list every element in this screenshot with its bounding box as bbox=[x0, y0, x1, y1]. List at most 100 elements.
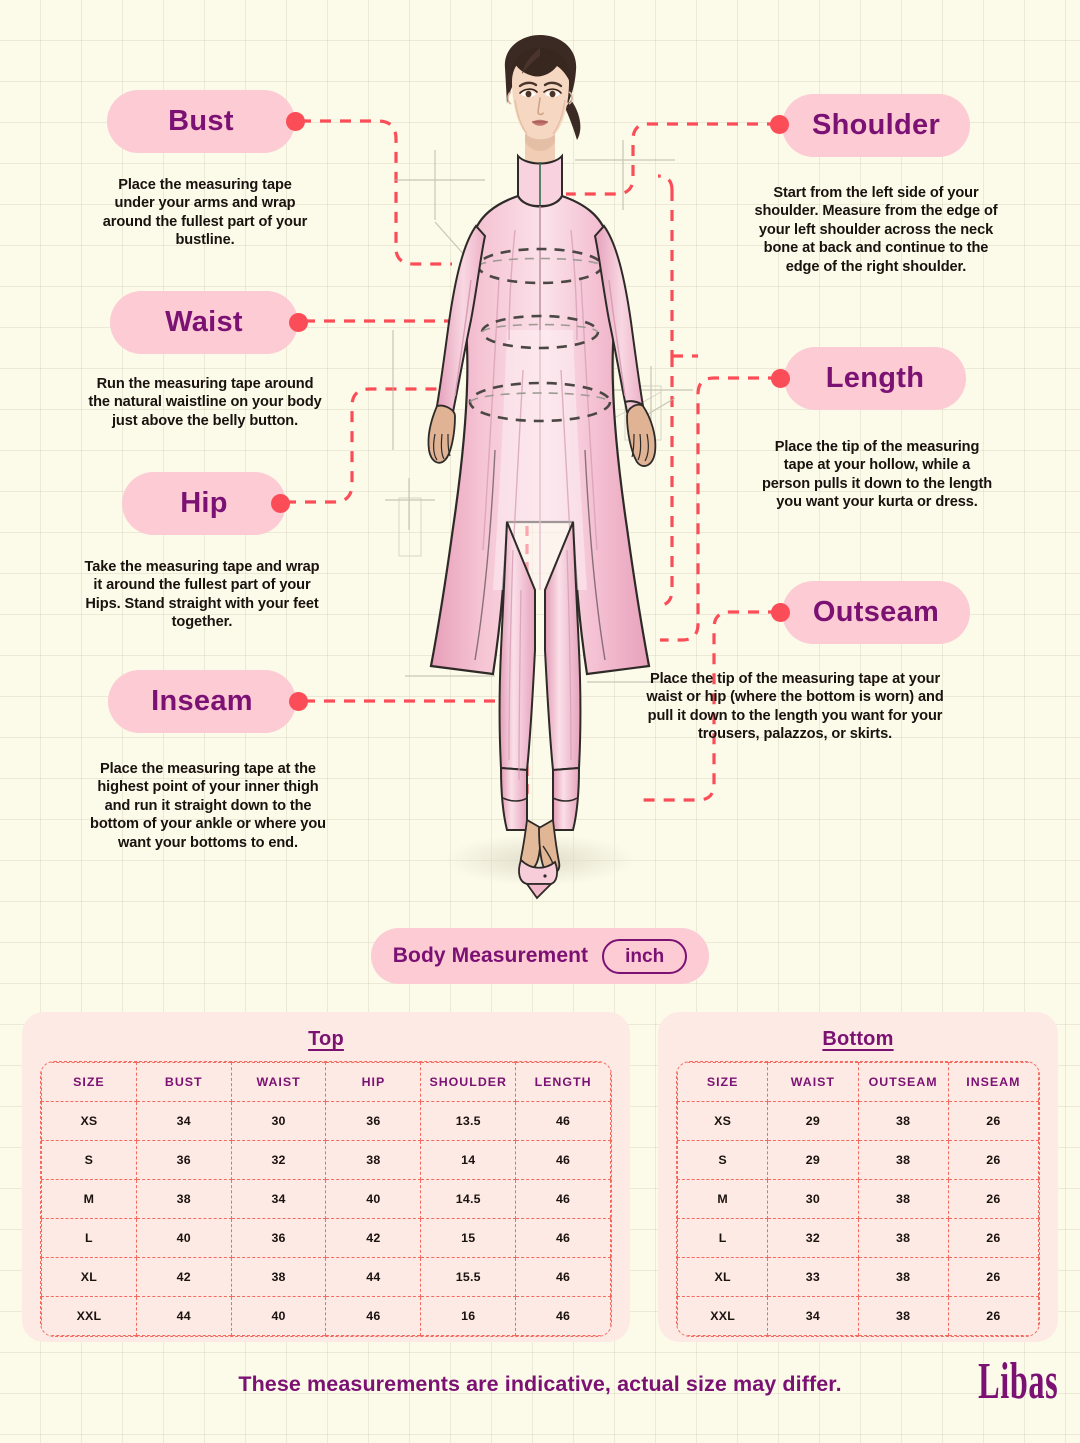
top-table-cell: 36 bbox=[135, 1140, 232, 1180]
top-table-cell: L bbox=[41, 1218, 137, 1258]
bottom-table-cell: L bbox=[677, 1218, 769, 1258]
bottom-table-cell: 26 bbox=[947, 1296, 1039, 1336]
top-table-cell: 40 bbox=[230, 1296, 327, 1336]
top-table-row: XL 42 38 44 15.5 46 bbox=[41, 1257, 611, 1297]
top-table-cell: 46 bbox=[515, 1257, 611, 1297]
top-table-cell: XL bbox=[41, 1257, 137, 1297]
top-table-cell: 15 bbox=[420, 1218, 517, 1258]
top-table-cell: 14.5 bbox=[420, 1179, 517, 1219]
bottom-table-cell: 29 bbox=[767, 1101, 859, 1141]
bottom-table-cell: 26 bbox=[947, 1218, 1039, 1258]
body-measurement-label: Body Measurement bbox=[392, 944, 589, 967]
top-table-row: S 36 32 38 14 46 bbox=[41, 1140, 611, 1180]
table-frame-bottom: SIZE WAIST OUTSEAM INSEAM XS 29 38 26 S 29 38 26 M 3… bbox=[676, 1061, 1040, 1337]
pill-inseam-label: Inseam bbox=[151, 685, 253, 717]
bottom-table-cell: 38 bbox=[857, 1296, 949, 1336]
top-table-cell: 38 bbox=[135, 1179, 232, 1219]
top-table-cell: 13.5 bbox=[420, 1101, 517, 1141]
bottom-table-cell: XXL bbox=[677, 1296, 769, 1336]
top-table-row: XS 34 30 36 13.5 46 bbox=[41, 1101, 611, 1141]
pill-inseam[interactable]: Inseam bbox=[108, 670, 296, 733]
dot-outseam bbox=[771, 603, 790, 622]
pill-length-label: Length bbox=[825, 362, 925, 394]
top-table-cell: 44 bbox=[325, 1257, 422, 1297]
body-measurement-bar: Body Measurement inch bbox=[371, 928, 709, 984]
bottom-table-cell: 26 bbox=[947, 1140, 1039, 1180]
dot-shoulder bbox=[770, 115, 789, 134]
bottom-table-cell: 32 bbox=[767, 1218, 859, 1258]
caption-outseam: Place the tip of the measuring tape at y… bbox=[646, 671, 944, 743]
table-header-row: SIZE WAIST OUTSEAM INSEAM bbox=[677, 1062, 1039, 1102]
top-table-cell: 38 bbox=[325, 1140, 422, 1180]
caption-bust: Place the measuring tape under your arms… bbox=[102, 177, 308, 249]
pill-bust[interactable]: Bust bbox=[107, 90, 295, 153]
top-table-cell: 36 bbox=[230, 1218, 327, 1258]
table-title-top: Top bbox=[308, 1028, 344, 1050]
top-table-cell: 46 bbox=[515, 1218, 611, 1258]
bottom-table-col-inseam: INSEAM bbox=[947, 1062, 1039, 1102]
top-table-cell: M bbox=[41, 1179, 137, 1219]
top-table-col-hip: HIP bbox=[325, 1062, 422, 1102]
top-table-cell: 30 bbox=[230, 1101, 327, 1141]
dot-bust bbox=[286, 112, 305, 131]
bottom-table-cell: 26 bbox=[947, 1179, 1039, 1219]
bottom-table-row: XL 33 38 26 bbox=[677, 1257, 1039, 1297]
bottom-table-cell: 38 bbox=[857, 1218, 949, 1258]
pill-length[interactable]: Length bbox=[784, 347, 966, 410]
top-table-cell: 40 bbox=[135, 1218, 232, 1258]
bottom-table-cell: M bbox=[677, 1179, 769, 1219]
bottom-table-col-size: SIZE bbox=[677, 1062, 769, 1102]
pill-waist-label: Waist bbox=[165, 306, 243, 338]
top-table-cell: XS bbox=[41, 1101, 137, 1141]
top-table-cell: 46 bbox=[515, 1296, 611, 1336]
top-table-col-shoulder: SHOULDER bbox=[420, 1062, 517, 1102]
size-table-top: SIZE BUST WAIST HIP SHOULDER LENGTH XS 34 30 36 1… bbox=[41, 1062, 611, 1336]
bottom-table-cell: 38 bbox=[857, 1257, 949, 1297]
caption-waist: Run the measuring tape around the natura… bbox=[88, 376, 322, 429]
top-table-row: M 38 34 40 14.5 46 bbox=[41, 1179, 611, 1219]
pill-shoulder-label: Shoulder bbox=[811, 109, 941, 141]
pill-waist[interactable]: Waist bbox=[110, 291, 298, 354]
bottom-table-row: XXL 34 38 26 bbox=[677, 1296, 1039, 1336]
bottom-table-cell: 38 bbox=[857, 1101, 949, 1141]
caption-length: Place the tip of the measuring tape at y… bbox=[761, 439, 993, 511]
bottom-table-row: S 29 38 26 bbox=[677, 1140, 1039, 1180]
model-illustration bbox=[375, 30, 705, 910]
top-table-col-waist: WAIST bbox=[230, 1062, 327, 1102]
top-table-row: L 40 36 42 15 46 bbox=[41, 1218, 611, 1258]
top-table-cell: 46 bbox=[515, 1179, 611, 1219]
top-table-cell: 46 bbox=[325, 1296, 422, 1336]
bottom-table-row: XS 29 38 26 bbox=[677, 1101, 1039, 1141]
top-table-cell: 40 bbox=[325, 1179, 422, 1219]
caption-inseam: Place the measuring tape at the highest … bbox=[90, 761, 326, 851]
top-table-cell: XXL bbox=[41, 1296, 137, 1336]
top-table-cell: 46 bbox=[515, 1140, 611, 1180]
bottom-table-row: L 32 38 26 bbox=[677, 1218, 1039, 1258]
size-table-bottom: SIZE WAIST OUTSEAM INSEAM XS 29 38 26 S 29 38 26 M 3… bbox=[677, 1062, 1039, 1336]
dot-inseam bbox=[289, 692, 308, 711]
pill-hip[interactable]: Hip bbox=[122, 472, 286, 535]
bottom-table-cell: S bbox=[677, 1140, 769, 1180]
top-table-cell: 16 bbox=[420, 1296, 517, 1336]
bottom-table-cell: 38 bbox=[857, 1140, 949, 1180]
pill-outseam-label: Outseam bbox=[812, 596, 940, 628]
pill-outseam[interactable]: Outseam bbox=[782, 581, 970, 644]
top-table-cell: 42 bbox=[325, 1218, 422, 1258]
top-table-col-length: LENGTH bbox=[515, 1062, 611, 1102]
pill-hip-label: Hip bbox=[180, 487, 228, 519]
top-table-cell: 42 bbox=[135, 1257, 232, 1297]
bottom-table-cell: 26 bbox=[947, 1257, 1039, 1297]
top-table-cell: 34 bbox=[230, 1179, 327, 1219]
top-table-cell: 44 bbox=[135, 1296, 232, 1336]
pill-shoulder[interactable]: Shoulder bbox=[782, 94, 970, 157]
dot-hip bbox=[271, 494, 290, 513]
table-title-bottom: Bottom bbox=[822, 1028, 894, 1050]
bottom-table-cell: 33 bbox=[767, 1257, 859, 1297]
unit-toggle-inch[interactable]: inch bbox=[602, 938, 688, 974]
pill-bust-label: Bust bbox=[168, 105, 234, 137]
top-table-cell: 34 bbox=[135, 1101, 232, 1141]
bottom-table-cell: 26 bbox=[947, 1101, 1039, 1141]
bottom-table-col-outseam: OUTSEAM bbox=[857, 1062, 949, 1102]
bottom-table-cell: 38 bbox=[857, 1179, 949, 1219]
caption-shoulder: Start from the left side of your shoulde… bbox=[754, 185, 998, 275]
